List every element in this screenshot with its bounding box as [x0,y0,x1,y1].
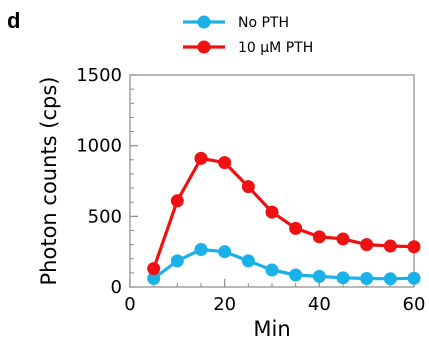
data-point [289,221,303,235]
data-point [265,263,279,277]
y-tick-label: 500 [88,206,122,227]
legend-label: 10 µM PTH [238,40,313,56]
data-point [147,262,161,276]
series-layer [147,151,421,286]
x-tick-label: 20 [213,294,236,315]
legend-marker [197,15,211,29]
y-tick-label: 0 [111,277,122,298]
data-point [336,271,350,285]
legend-label: No PTH [238,15,289,31]
data-point [147,272,161,286]
data-point [194,151,208,165]
x-axis-title: Min [253,317,290,341]
data-point [194,243,208,257]
data-point [360,272,374,286]
y-axis-title: Photon counts (cps) [37,77,61,286]
data-point [407,240,421,254]
data-point [383,272,397,286]
legend-entry: 10 µM PTH [183,40,313,56]
data-point [170,194,184,208]
data-point [312,230,326,244]
legend: No PTH 10 µM PTH [183,15,313,56]
data-point [360,238,374,252]
series-1 [147,243,421,286]
data-point [241,254,255,268]
legend-marker [197,40,211,54]
legend-entry: No PTH [183,15,289,31]
y-tick-label: 1000 [76,136,122,157]
data-point [170,254,184,268]
x-tick-label: 60 [403,294,426,315]
plot-frame [129,74,415,288]
axes [129,74,415,288]
data-point [312,269,326,283]
x-tick-label: 0 [124,294,135,315]
data-point [218,245,232,259]
data-point [383,239,397,253]
data-point [289,268,303,282]
data-point [218,156,232,170]
data-point [241,180,255,194]
x-tick-label: 40 [308,294,331,315]
panel-label: d [7,8,20,33]
series-2 [147,151,421,276]
data-point [407,271,421,285]
series-line [152,247,415,281]
data-point [265,205,279,219]
data-point [336,232,350,246]
y-tick-label: 1500 [76,65,122,86]
